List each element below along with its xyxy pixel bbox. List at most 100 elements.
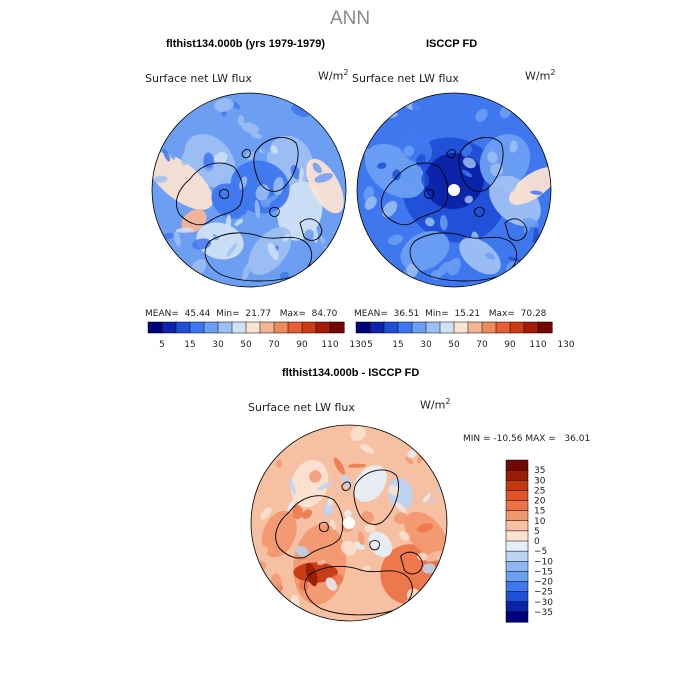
- panel1-colorbar-swatch: [203, 321, 219, 334]
- panel3-map-contour-region: [417, 523, 434, 533]
- panel3-map: [250, 424, 448, 622]
- panel1-map-contour-region: [232, 139, 243, 152]
- panel3-map-contour-region: [388, 485, 400, 496]
- panel3-colorbar-tick-label: 20: [534, 497, 546, 507]
- panel3-map-contour-region: [276, 459, 283, 468]
- panel3-map-contour-region: [257, 561, 267, 570]
- panel3-colorbar-swatch: [505, 581, 529, 593]
- panel2-colorbar-swatch: [467, 321, 483, 334]
- panel1-colorbar-tick-label: 15: [184, 340, 195, 350]
- panel1-map-contour-region: [279, 271, 289, 280]
- panel3-colorbar-tick-label: 25: [534, 486, 545, 496]
- panel3-colorbar-tick-label: −5: [534, 547, 547, 557]
- panel2-colorbar-swatch: [439, 321, 455, 334]
- panel1-units: W/m2: [318, 68, 349, 83]
- panel1-map-contour-region: [214, 151, 228, 164]
- panel1-colorbar-swatch: [189, 321, 205, 334]
- panel2-colorbar-swatch: [495, 321, 511, 334]
- panel2-map-coastline: [474, 206, 485, 218]
- panel3-colorbar-tick-label: 10: [534, 517, 546, 527]
- panel2-map-contour-region: [377, 162, 387, 170]
- panel2-title: ISCCP FD: [426, 38, 478, 50]
- panel2-map-contour-region: [459, 237, 501, 275]
- panel2-map-contour-region: [475, 108, 488, 122]
- panel2-stats: MEAN= 36.51 Min= 15.21 Max= 70.28: [354, 309, 547, 319]
- panel3-map-contour-region: [407, 449, 417, 459]
- panel1-map-coastline: [219, 188, 229, 200]
- panel2-map-contour-region: [531, 252, 541, 264]
- panel2-field-label: Surface net LW flux: [352, 72, 459, 85]
- panel1-map-contour-region: [250, 132, 263, 139]
- panel2-map-contour-region: [366, 124, 375, 131]
- panel3-colorbar-swatch: [505, 520, 529, 532]
- panel1-stats: MEAN= 45.44 Min= 21.77 Max= 84.70: [145, 309, 338, 319]
- panel1-map-contour-region: [260, 141, 272, 154]
- panel3-map-contour-region: [259, 591, 273, 601]
- panel3-colorbar-tick-label: 0: [534, 537, 540, 547]
- panel2-colorbar-swatch: [425, 321, 441, 334]
- panel3-map-contour-region: [344, 509, 352, 518]
- panel3-map-contour-region: [289, 478, 296, 495]
- panel1-map-contour-region: [210, 166, 225, 182]
- panel1-map-contour-region: [320, 105, 337, 119]
- panel3-map-contour-region: [333, 457, 346, 475]
- panel3-map-coastline: [369, 540, 381, 551]
- panel2-colorbar-swatch: [523, 321, 539, 334]
- panel1-map-coastline: [176, 162, 244, 226]
- panel1-map-contour-region: [290, 105, 310, 118]
- panel3-map-contour-region: [417, 552, 428, 561]
- panel3-map-contour-region: [341, 474, 352, 489]
- panel2-map-contour-region: [509, 140, 518, 153]
- panel3-map-contour-region: [425, 550, 445, 562]
- season-title: ANN: [329, 8, 371, 29]
- panel1-map-contour-region: [273, 176, 284, 196]
- panel2-colorbar-swatch: [537, 321, 553, 334]
- panel1-map-coastline: [204, 232, 313, 282]
- panel1-colorbar: 5 15 30 50 70 90 110 130: [147, 321, 367, 350]
- panel2-map-contour-region: [509, 167, 551, 205]
- panel2-colorbar-swatch: [397, 321, 413, 334]
- panel3-colorbar-tick-label: 35: [534, 466, 545, 476]
- panel3-map-contour-region: [261, 510, 297, 558]
- panel1-map-contour-region: [240, 214, 250, 226]
- panel3-map-contour-region: [405, 456, 414, 465]
- panel3-map-contour-region: [325, 577, 337, 591]
- panel2-map-contour-region: [471, 231, 479, 243]
- panel3-map-contour-region: [429, 490, 442, 502]
- panel1-map-contour-region: [290, 164, 301, 180]
- panel2-colorbar-swatch: [411, 321, 427, 334]
- panel3-map-contour-region: [308, 481, 319, 491]
- panel3-colorbar-swatch: [505, 500, 529, 512]
- panel3-map-contour-region: [433, 584, 443, 594]
- panel1-map-coastline: [241, 148, 251, 159]
- panel3-map-contour-region: [266, 522, 275, 536]
- panel3-map-contour-region: [330, 518, 336, 531]
- panel3-colorbar-swatch: [505, 550, 529, 562]
- panel3-colorbar-swatch: [505, 469, 529, 481]
- panel3-map-contour-region: [295, 545, 309, 558]
- panel3-map-coastline: [275, 495, 344, 559]
- panel2-map-contour-region: [382, 200, 398, 218]
- panel2-map-contour-region: [411, 101, 421, 113]
- panel1-map-contour-region: [254, 200, 261, 219]
- panel1-colorbar-tick-label: 5: [159, 340, 165, 350]
- panel2-map-contour-region: [372, 256, 384, 270]
- panel3-colorbar-swatch: [505, 540, 529, 552]
- panel2-map-contour-region: [364, 196, 377, 210]
- panel1-colorbar-swatch: [175, 321, 191, 334]
- panel1-map-coastline: [269, 206, 280, 218]
- panel2-map-pole-hole: [448, 184, 460, 196]
- panel3-colorbar-swatch: [505, 571, 529, 583]
- panel1-colorbar-tick-label: 50: [240, 340, 252, 350]
- panel1-map-contour-region: [181, 209, 207, 233]
- panel2-map-coastline: [446, 148, 456, 159]
- panel1-map-contour-region: [270, 145, 278, 154]
- panel2-map-boundary: [356, 92, 552, 288]
- panel1-map-contour-region: [312, 162, 322, 174]
- panel1-map-contour-region: [176, 227, 194, 233]
- panel3-colorbar-tick-label: −25: [534, 588, 553, 598]
- panel1-map-contour-region: [237, 115, 245, 126]
- panel1-map-contour-region: [298, 168, 304, 183]
- panel2-map-contour-region: [400, 230, 450, 272]
